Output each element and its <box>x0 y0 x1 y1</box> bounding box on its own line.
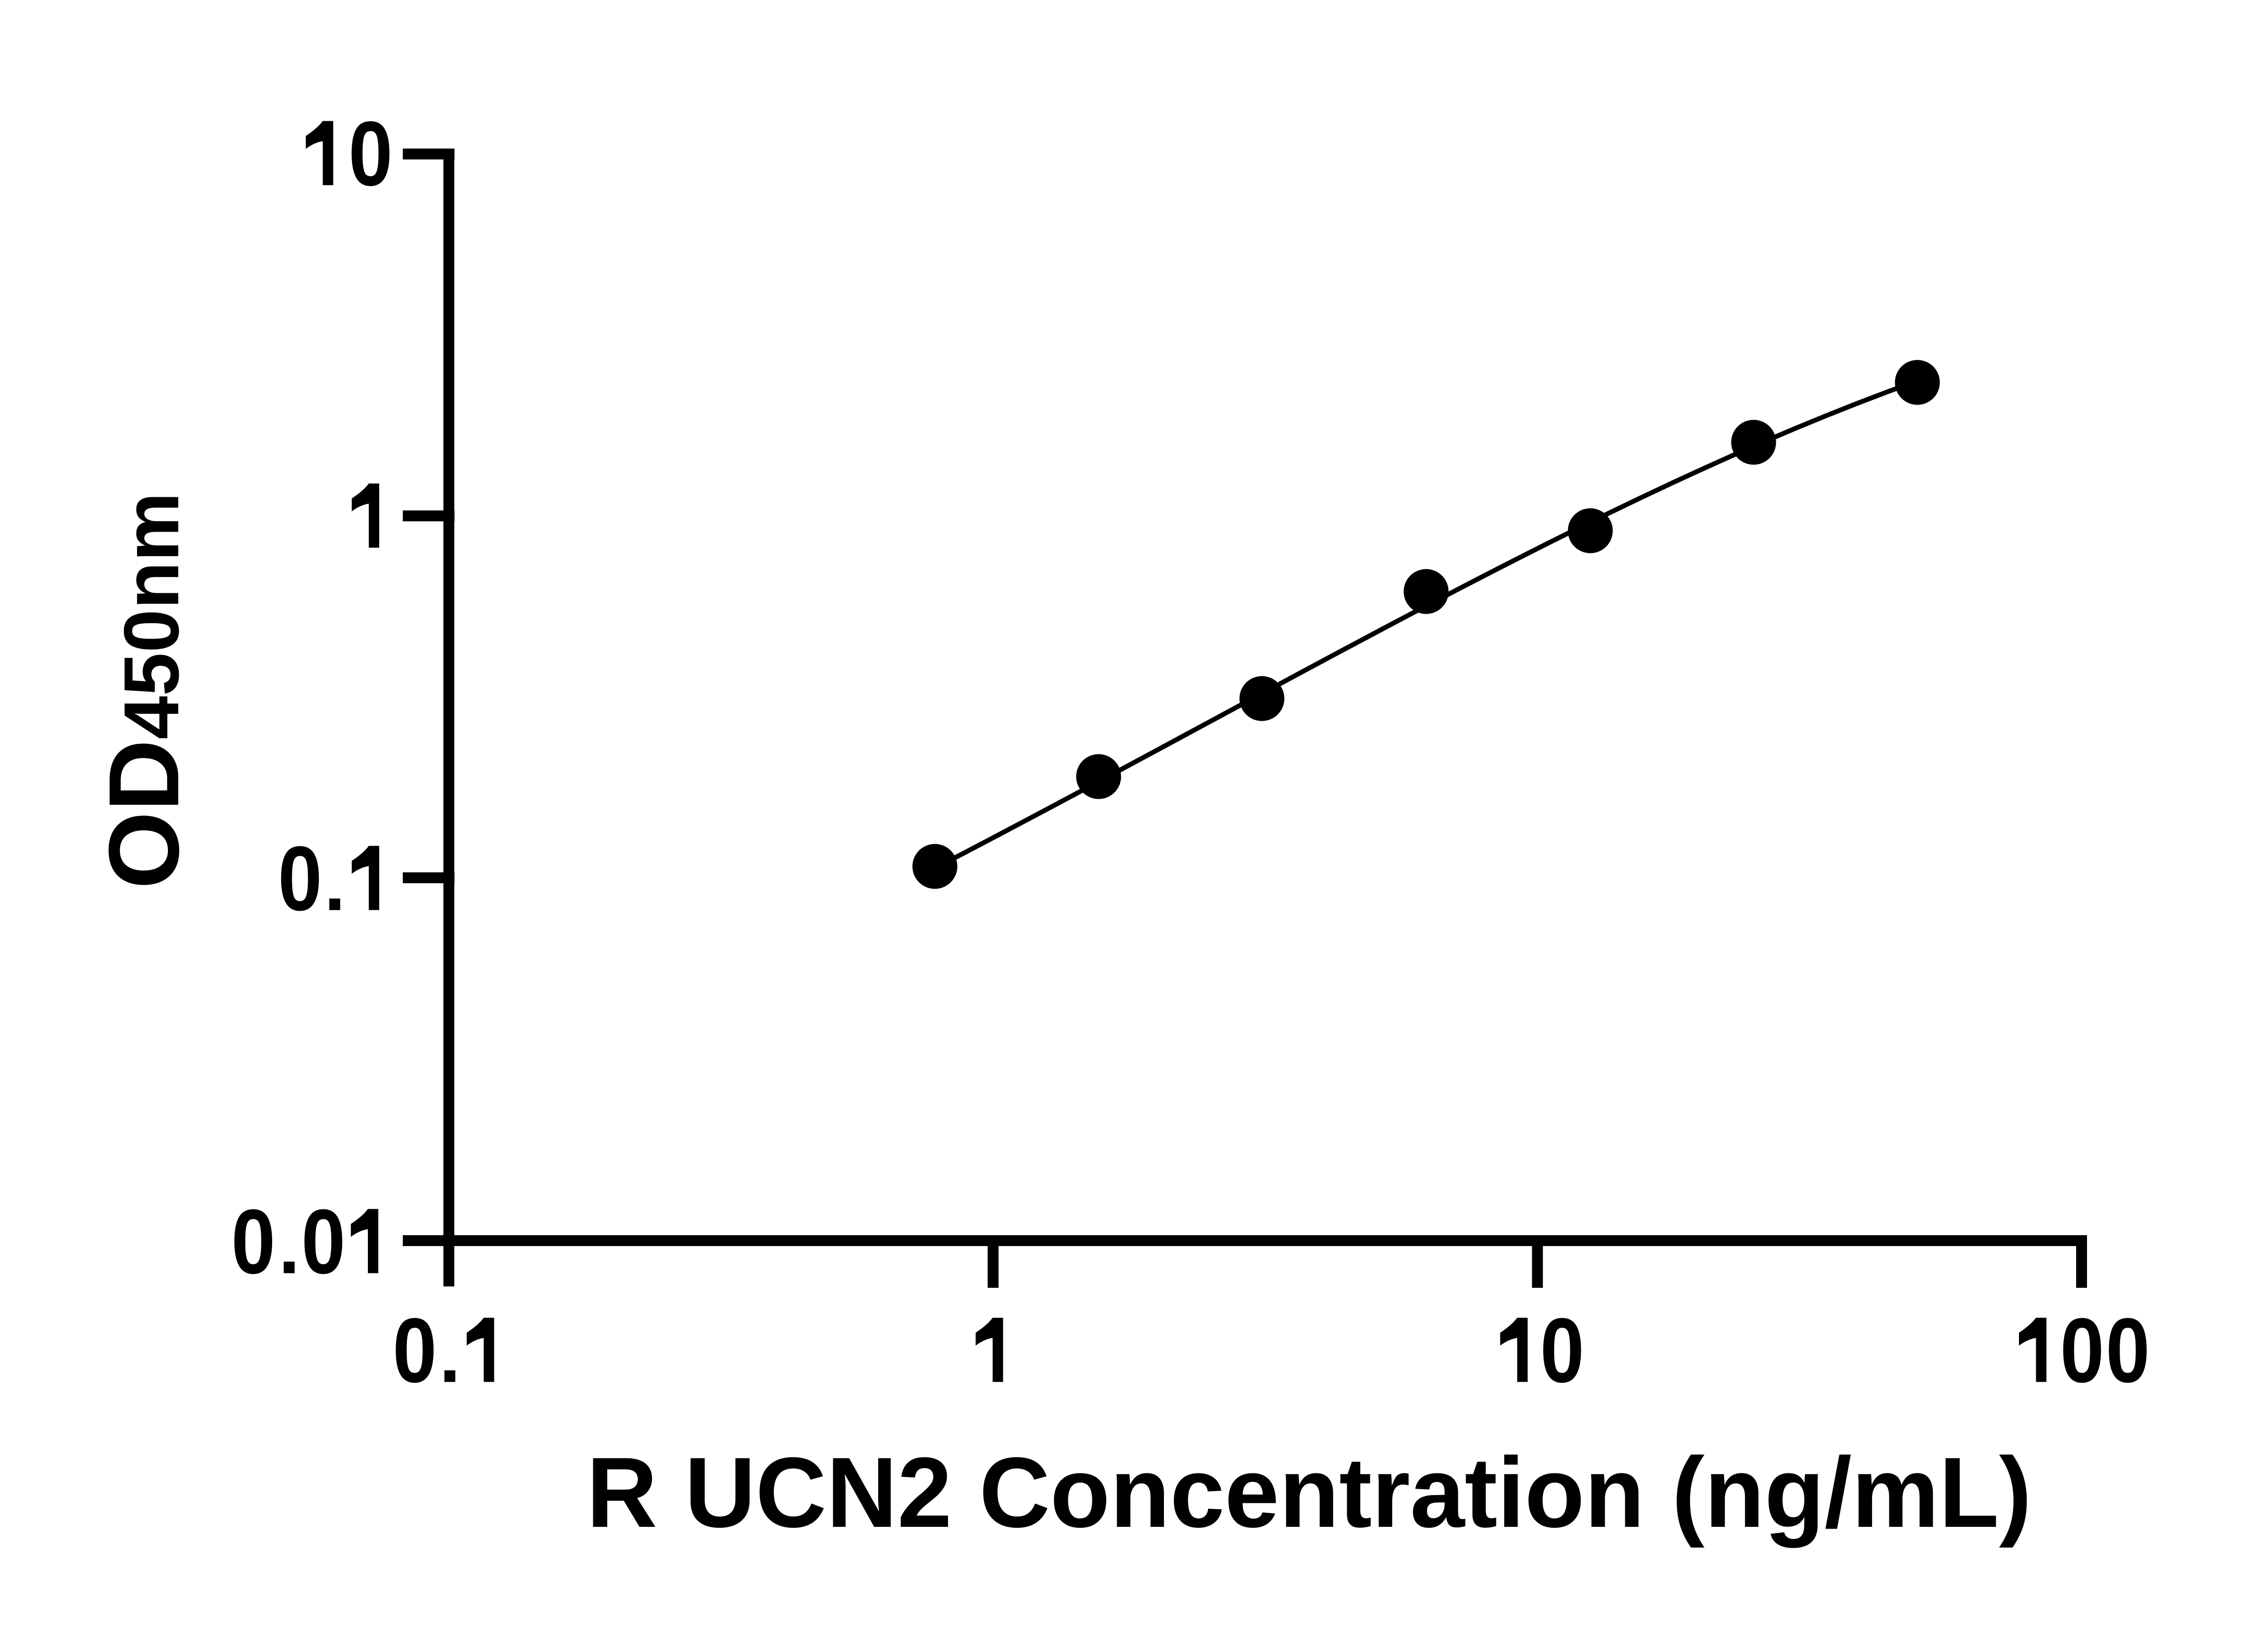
svg-text:0: 0 <box>1540 1299 1584 1402</box>
svg-text:0: 0 <box>231 1190 275 1293</box>
svg-text:0: 0 <box>2106 1299 2150 1402</box>
svg-text:0: 0 <box>2060 1299 2104 1402</box>
svg-text:0: 0 <box>348 102 392 205</box>
svg-text:0: 0 <box>301 1190 345 1293</box>
svg-text:0: 0 <box>278 827 322 929</box>
svg-text:R UCN2 Concentration (ng/mL): R UCN2 Concentration (ng/mL) <box>587 1437 2032 1548</box>
svg-text:OD450nm: OD450nm <box>88 492 200 889</box>
svg-text:0: 0 <box>393 1299 437 1402</box>
